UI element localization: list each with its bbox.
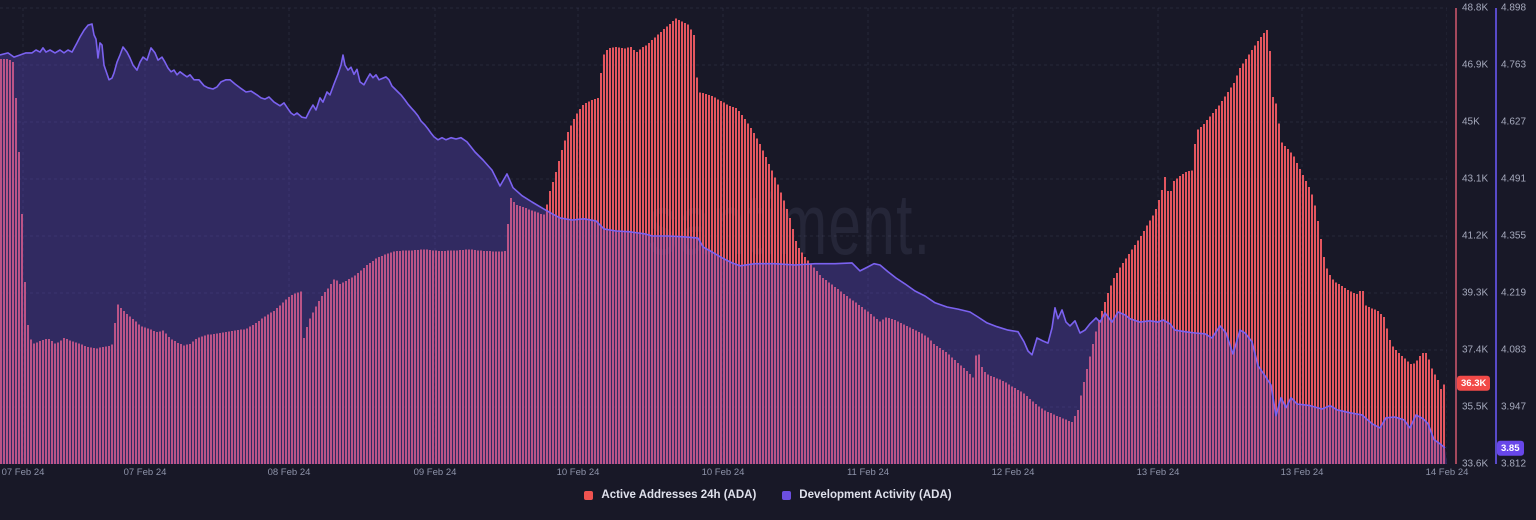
legend-item-active-addresses[interactable]: Active Addresses 24h (ADA) — [584, 489, 756, 501]
legend-label: Active Addresses 24h (ADA) — [601, 489, 757, 501]
addresses-axis-line — [1455, 8, 1457, 464]
addresses-axis-tick-label: 48.8K — [1462, 2, 1489, 14]
addresses-current-value-badge: 36.3K — [1457, 375, 1491, 391]
x-axis-tick-label: 10 Feb 24 — [556, 467, 600, 478]
dev-activity-axis-tick-label: 4.083 — [1501, 344, 1527, 356]
dev-activity-axis-tick-label: 4.627 — [1501, 116, 1527, 128]
dev-activity-area — [0, 24, 1447, 464]
addresses-axis-tick-label: 39.3K — [1462, 287, 1489, 299]
dev-activity-axis-line — [1495, 8, 1497, 464]
addresses-axis-tick-label: 33.6K — [1462, 458, 1489, 470]
x-axis-tick-label: 07 Feb 24 — [1, 467, 45, 478]
x-axis-tick-label: 11 Feb 24 — [846, 467, 890, 478]
x-axis-tick-label: 12 Feb 24 — [991, 467, 1035, 478]
addresses-axis-tick-label: 43.1K — [1462, 173, 1489, 185]
x-axis-tick-label: 14 Feb 24 — [1425, 467, 1469, 478]
addresses-axis-tick-label: 37.4K — [1462, 344, 1489, 356]
addresses-axis-tick-label: 35.5K — [1462, 401, 1489, 413]
x-axis-tick-label: 13 Feb 24 — [1280, 467, 1324, 478]
plot-area[interactable] — [0, 0, 1447, 464]
x-axis-tick-label: 07 Feb 24 — [123, 467, 167, 478]
dev-activity-axis-tick-label: 4.219 — [1501, 287, 1527, 299]
x-axis-tick-label: 08 Feb 24 — [267, 467, 311, 478]
active-addresses-bars — [0, 18, 1445, 464]
addresses-axis-tick-label: 46.9K — [1462, 59, 1489, 71]
dev-activity-axis-tick-label: 3.812 — [1501, 458, 1527, 470]
legend-swatch-icon — [782, 490, 792, 500]
addresses-axis-tick-label: 45K — [1462, 116, 1480, 128]
x-axis-tick-label: 13 Feb 24 — [1136, 467, 1180, 478]
dev-activity-axis-tick-label: 4.763 — [1501, 59, 1527, 71]
dev-activity-axis-tick-label: 4.355 — [1501, 230, 1527, 242]
x-axis-tick-label: 09 Feb 24 — [413, 467, 457, 478]
addresses-axis-tick-label: 41.2K — [1462, 230, 1489, 242]
dev-activity-line — [0, 23, 1446, 449]
legend-swatch-icon — [584, 490, 594, 500]
legend-label: Development Activity (ADA) — [799, 489, 952, 501]
dev-activity-axis-tick-label: 4.491 — [1501, 173, 1527, 185]
dev-activity-axis-tick-label: 3.947 — [1501, 401, 1527, 413]
dev-activity-axis-tick-label: 4.898 — [1501, 2, 1527, 14]
legend: Active Addresses 24h (ADA) Development Ac… — [0, 489, 1536, 501]
dev-activity-current-value-badge: 3.85 — [1497, 440, 1524, 456]
x-axis-tick-label: 10 Feb 24 — [701, 467, 745, 478]
legend-item-dev-activity[interactable]: Development Activity (ADA) — [782, 489, 952, 501]
